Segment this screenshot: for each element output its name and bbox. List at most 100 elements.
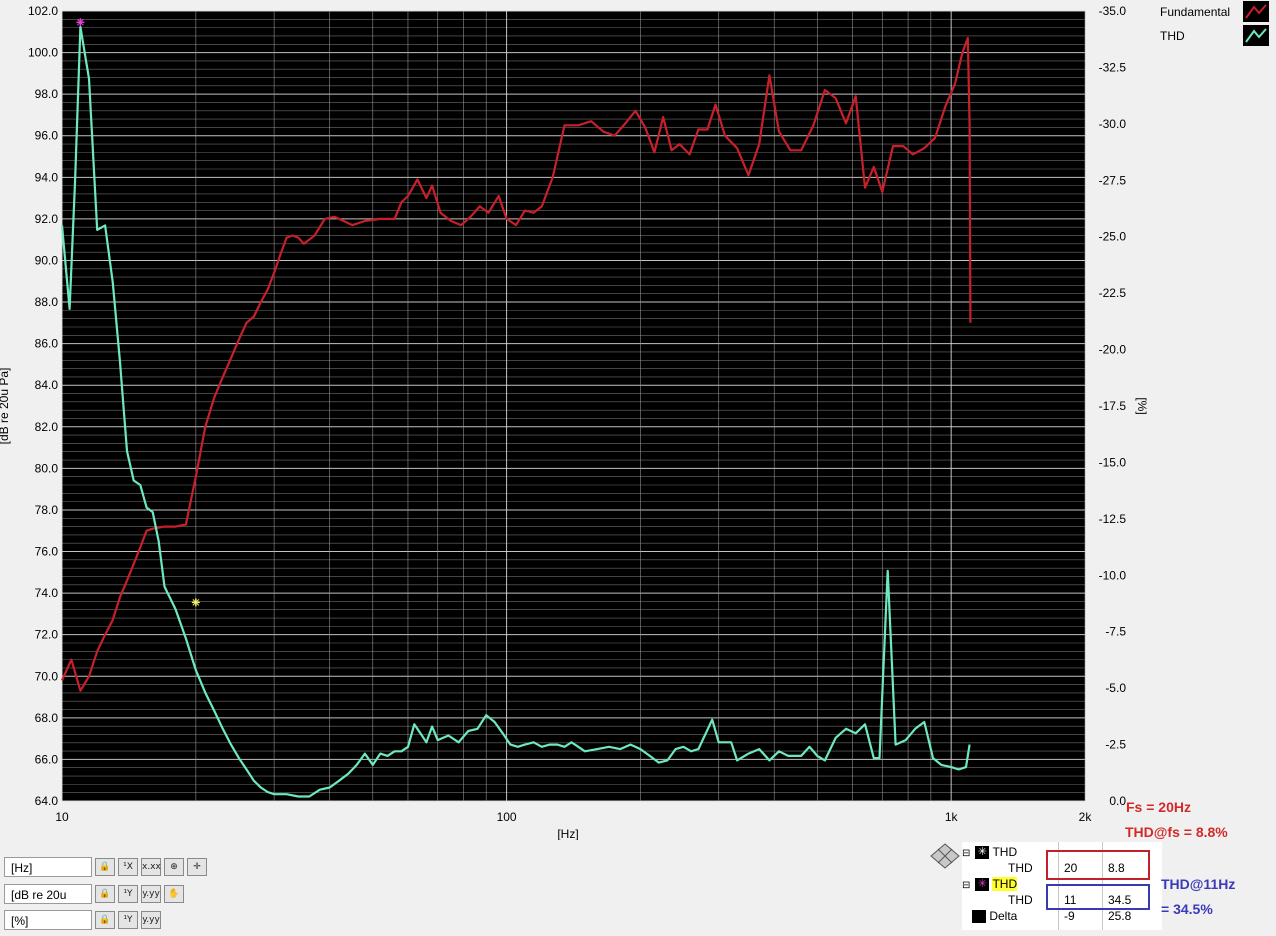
collapse-icon[interactable]: ⊟ (962, 848, 971, 859)
delta-x: -9 (1064, 909, 1075, 923)
plot-area[interactable] (62, 11, 1085, 801)
cursor2-highlight-box (1046, 884, 1150, 910)
delta-y: 25.8 (1108, 909, 1132, 923)
cursor2-y[interactable]: 34.5 (1108, 893, 1132, 907)
x-lock-button[interactable]: 🔒 (95, 858, 115, 876)
left-tick-label: 70.0 (35, 669, 59, 683)
thd-11hz-annotation: THD@11Hz (1161, 876, 1236, 892)
x-axis-label: [Hz] (557, 827, 578, 840)
right-tick-label: -30.0 (1099, 117, 1127, 131)
left-tick-label: 86.0 (35, 337, 59, 351)
y-right-format-button[interactable]: y.yy (141, 911, 161, 929)
x-tick-label: 100 (497, 810, 517, 824)
left-tick-label: 92.0 (35, 212, 59, 226)
left-tick-label: 82.0 (35, 420, 59, 434)
x-unit-field[interactable]: [Hz] (4, 857, 92, 877)
x-tick-label: 10 (55, 810, 69, 824)
cursor1-plot-name: THD (1008, 861, 1033, 875)
cursor2-plot-name: THD (1008, 893, 1033, 907)
cursor1-style-icon[interactable]: ✳ (975, 846, 990, 860)
distortion-chart: 64.0 66.0 68.0 70.0 72.0 74.0 76.0 78.0 80.0 82.0… (0, 1, 1269, 840)
left-tick-label: 76.0 (35, 545, 59, 559)
y-right-scale-control: [%] 🔒 ¹Y y.yy (4, 909, 161, 931)
thd-11hz-value-annotation: = 34.5% (1161, 901, 1213, 917)
right-tick-label: -17.5 (1099, 399, 1127, 413)
right-tick-label: -5.0 (1105, 681, 1126, 695)
y-left-unit-field[interactable]: [dB re 20u (4, 884, 92, 904)
y-right-lock-button[interactable]: 🔒 (95, 911, 115, 929)
cursor2-name[interactable]: THD (992, 877, 1018, 891)
y-left-autoscale-button[interactable]: ¹Y (118, 885, 138, 903)
right-tick-label: -25.0 (1099, 230, 1127, 244)
cursor1-highlight-box (1046, 850, 1150, 880)
series-line-thd (60, 25, 971, 798)
legend-label-thd: THD (1160, 29, 1185, 43)
left-tick-label: 68.0 (35, 711, 59, 725)
y-right-autoscale-button[interactable]: ¹Y (118, 911, 138, 929)
legend-swatch-fundamental[interactable] (1243, 1, 1269, 22)
x-tick-label: 2k (1079, 810, 1093, 824)
cursor1-name[interactable]: THD (992, 845, 1018, 859)
right-axis-ticks: 0.0 -2.5 -5.0 -7.5 -10.0 -12.5 -15.0 -17.5 -20.0… (1099, 4, 1127, 808)
cursor-marker (76, 18, 85, 27)
left-tick-label: 80.0 (35, 461, 59, 475)
cursor-tool-button[interactable]: ✛ (187, 858, 207, 876)
fs-annotation: Fs = 20Hz (1126, 799, 1191, 815)
cursor1-x[interactable]: 20 (1064, 861, 1078, 875)
left-tick-label: 72.0 (35, 628, 59, 642)
legend-label-fundamental: Fundamental (1160, 5, 1230, 19)
cursor-table: ⊟ ✳ THD THD 20 8.8 ⊟ ✳ THD THD 11 34.5 D… (962, 842, 1162, 930)
legend: Fundamental THD (1160, 1, 1269, 46)
right-tick-label: -35.0 (1099, 4, 1127, 18)
right-axis-label: [%] (1135, 397, 1149, 414)
legend-swatch-thd[interactable] (1243, 25, 1269, 46)
y-left-format-button[interactable]: y.yy (141, 885, 161, 903)
y-left-scale-control: [dB re 20u 🔒 ¹Y y.yy ✋ (4, 883, 184, 905)
thd-fs-annotation: THD@fs = 8.8% (1125, 824, 1228, 840)
left-tick-label: 64.0 (35, 794, 59, 808)
cursor1-y[interactable]: 8.8 (1108, 861, 1125, 875)
left-tick-label: 84.0 (35, 378, 59, 392)
delta-swatch-icon (972, 910, 986, 924)
x-axis-ticks: 10 100 1k 2k (55, 810, 1092, 824)
right-tick-label: -27.5 (1099, 173, 1127, 187)
left-axis-ticks: 64.0 66.0 68.0 70.0 72.0 74.0 76.0 78.0 80.0 82.0… (28, 4, 58, 808)
grid-lines (61, 10, 1086, 802)
pan-button[interactable]: ✋ (164, 885, 184, 903)
right-tick-label: -2.5 (1105, 738, 1126, 752)
x-tick-label: 1k (945, 810, 959, 824)
left-tick-label: 96.0 (35, 129, 59, 143)
right-tick-label: -12.5 (1099, 512, 1127, 526)
left-tick-label: 94.0 (35, 170, 59, 184)
x-autoscale-button[interactable]: ¹X (118, 858, 138, 876)
y-left-lock-button[interactable]: 🔒 (95, 885, 115, 903)
left-tick-label: 78.0 (35, 503, 59, 517)
right-tick-label: -10.0 (1099, 568, 1127, 582)
cursor2-row[interactable]: ⊟ ✳ THD (962, 876, 1018, 892)
collapse-icon[interactable]: ⊟ (962, 880, 971, 891)
left-tick-label: 102.0 (28, 4, 58, 18)
cursor-navigator-icon[interactable] (929, 842, 961, 870)
cursor2-x[interactable]: 11 (1064, 893, 1077, 907)
cursor1-row[interactable]: ⊟ ✳ THD (962, 844, 1017, 860)
x-format-button[interactable]: x.xx (141, 858, 161, 876)
delta-row: Delta (972, 908, 1017, 924)
right-tick-label: -15.0 (1099, 455, 1127, 469)
delta-label: Delta (989, 909, 1018, 923)
left-tick-label: 100.0 (28, 46, 58, 60)
left-tick-label: 90.0 (35, 253, 59, 267)
zoom-button[interactable]: ⊕ (164, 858, 184, 876)
left-tick-label: 66.0 (35, 752, 59, 766)
left-tick-label: 74.0 (35, 586, 59, 600)
cursor2-style-icon[interactable]: ✳ (975, 878, 990, 892)
right-tick-label: -22.5 (1099, 286, 1127, 300)
series-layer (60, 18, 972, 798)
y-right-unit-field[interactable]: [%] (4, 910, 92, 930)
series-line-fundamental (60, 36, 972, 692)
cursor-marker (191, 598, 200, 607)
right-tick-label: -20.0 (1099, 343, 1127, 357)
right-tick-label: -7.5 (1105, 625, 1126, 639)
left-tick-label: 98.0 (35, 87, 59, 101)
left-axis-label: [dB re 20u Pa] (0, 368, 11, 445)
right-tick-label: -32.5 (1099, 60, 1127, 74)
